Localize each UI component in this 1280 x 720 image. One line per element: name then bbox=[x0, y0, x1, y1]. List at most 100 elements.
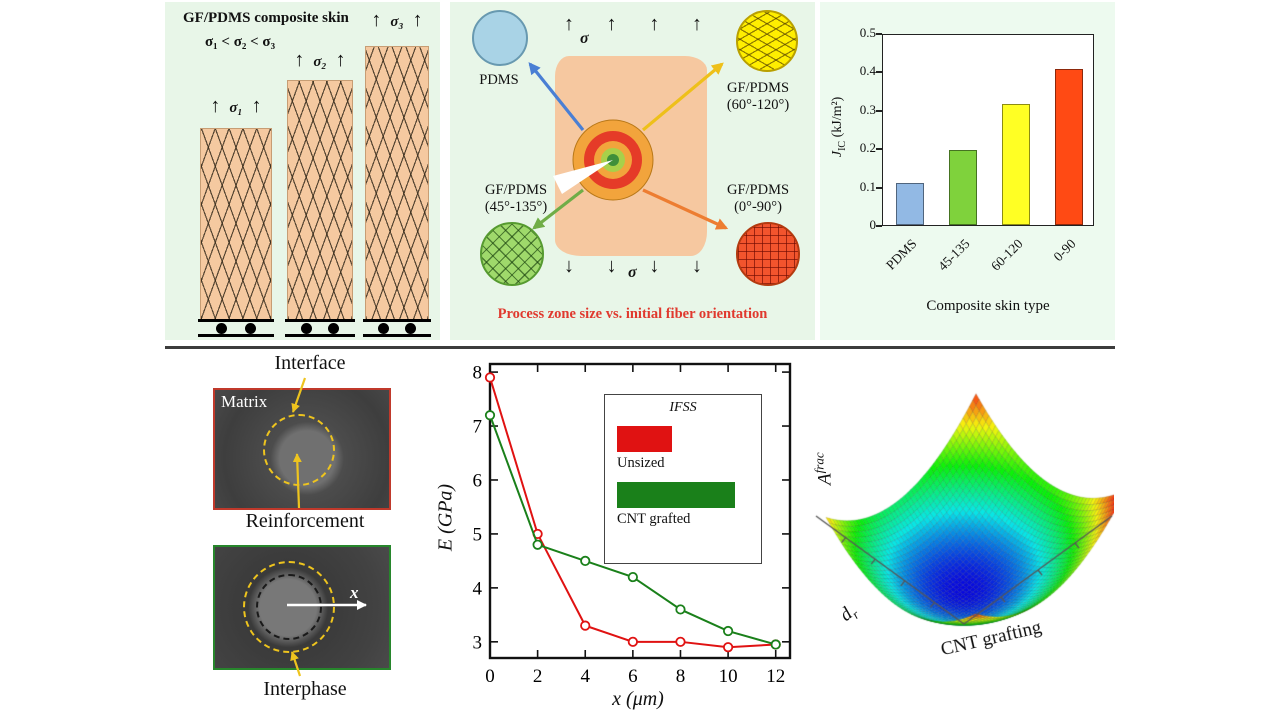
ifss-swatch-1 bbox=[617, 482, 735, 508]
up-arrow-icon: ↑ bbox=[649, 13, 660, 35]
jic-ytick-label: 0.2 bbox=[859, 140, 876, 156]
ytick-label: 5 bbox=[473, 524, 483, 545]
marker-Unsized bbox=[722, 642, 734, 653]
reinforcement-label: Reinforcement bbox=[245, 510, 365, 532]
jic-ytick-label: 0.1 bbox=[859, 178, 876, 194]
up-arrow-icon: ↑ bbox=[412, 9, 423, 31]
micrograph-panel: Interface Matrix Reinforcement Interphas… bbox=[200, 352, 425, 720]
jic-xtick-label: 45-135 bbox=[934, 236, 973, 274]
jic-xtick-label: 0-90 bbox=[1049, 236, 1079, 265]
afrac-sup: frac bbox=[811, 452, 827, 474]
modulus-chart-panel: E (GPa) 3 4 5 6 7 8 0 2 4 6 8 10 12 IFSS Unsized CNT g… bbox=[428, 358, 806, 720]
marker-CNT grafted bbox=[627, 571, 638, 583]
down-arrow-icon: ↓ bbox=[649, 255, 660, 277]
e-x-axis-label: x (μm) bbox=[612, 688, 664, 710]
sigma3-label: σ₃ bbox=[390, 13, 404, 30]
specimen-block bbox=[555, 56, 707, 256]
marker-CNT grafted bbox=[675, 604, 686, 615]
ytick-label: 7 bbox=[473, 417, 483, 438]
bottom-stress-arrows: ↓ ↓ ↓ ↓ bbox=[564, 256, 702, 276]
afrac-axis-label: Afrac bbox=[811, 389, 836, 549]
ifss-entry-label-1: CNT grafted bbox=[617, 511, 691, 527]
interphase-inner-ring bbox=[256, 574, 322, 640]
gf60-name: GF/PDMS bbox=[726, 80, 790, 96]
jic-bar-45-135 bbox=[948, 150, 977, 225]
xtick-label: 10 bbox=[719, 666, 738, 687]
gf45-name: GF/PDMS bbox=[484, 182, 548, 198]
up-arrow-icon: ↑ bbox=[564, 13, 574, 35]
top-stress-arrows: ↑ ↑ ↑ ↑ bbox=[564, 14, 702, 34]
section-divider bbox=[165, 346, 1115, 349]
specimen-2 bbox=[287, 80, 353, 320]
ifss-legend: IFSS Unsized CNT grafted bbox=[604, 394, 762, 564]
xtick-label: 6 bbox=[628, 666, 638, 687]
ytick-label: 4 bbox=[473, 578, 483, 599]
jic-ytick-mark bbox=[876, 186, 882, 189]
ifss-swatch-0 bbox=[617, 426, 672, 452]
interphase-label: Interphase bbox=[263, 678, 347, 700]
marker-CNT grafted bbox=[532, 539, 543, 550]
material-circle-0-90 bbox=[736, 222, 800, 286]
stress-row-3: ↑ σ₃ ↑ bbox=[363, 10, 431, 30]
up-arrow-icon: ↑ bbox=[210, 95, 221, 117]
marker-CNT grafted bbox=[770, 639, 781, 650]
gf45-range: (45°-135°) bbox=[484, 198, 548, 215]
marker-CNT grafted bbox=[484, 410, 496, 421]
panel-caption: Process zone size vs. initial fiber orie… bbox=[497, 306, 768, 322]
process-zone-panel: ↑ ↑ ↑ ↑ σ bbox=[450, 2, 815, 340]
roller-support-1 bbox=[198, 319, 274, 337]
roller-support-2 bbox=[285, 319, 355, 337]
interphase-outer-ring bbox=[243, 561, 335, 653]
up-arrow-icon: ↑ bbox=[251, 95, 262, 117]
xtick-label: 12 bbox=[766, 666, 785, 687]
surface-canvas bbox=[814, 364, 1114, 664]
roller-support-3 bbox=[363, 319, 431, 337]
matrix-label: Matrix bbox=[221, 392, 268, 411]
jic-bar-0-90 bbox=[1054, 69, 1083, 225]
jic-ytick-mark bbox=[876, 148, 882, 151]
down-arrow-icon: ↓ bbox=[564, 255, 574, 277]
jic-bar-60-120 bbox=[1001, 104, 1030, 225]
jic-ytick-mark bbox=[876, 109, 882, 112]
jic-xtick-label: 60-120 bbox=[987, 236, 1026, 274]
specimen-3 bbox=[365, 46, 429, 320]
up-arrow-icon: ↑ bbox=[691, 13, 702, 35]
stress-inequality: σ₁ < σ₂ < σ₃ bbox=[205, 34, 276, 50]
jic-bar-PDMS bbox=[895, 182, 924, 225]
material-circle-60-120 bbox=[736, 10, 798, 72]
interface-circle bbox=[263, 414, 335, 486]
jic-ytick-mark bbox=[876, 71, 882, 74]
stress-row-2: ↑ σ₂ ↑ bbox=[287, 50, 353, 70]
ytick-label: 3 bbox=[473, 632, 483, 653]
jic-ytick-label: 0 bbox=[869, 217, 877, 232]
sem-image-interphase bbox=[213, 545, 391, 670]
xtick-label: 2 bbox=[533, 666, 543, 687]
sigma-top-label: σ bbox=[580, 30, 589, 47]
up-arrow-icon: ↑ bbox=[606, 13, 617, 35]
marker-Unsized bbox=[675, 636, 686, 647]
jic-unit: (kJ/m²) bbox=[830, 96, 846, 141]
gf0-label: GF/PDMS (0°-90°) bbox=[702, 182, 814, 215]
jic-ytick-label: 0.3 bbox=[859, 101, 876, 117]
jic-ytick-mark bbox=[876, 225, 882, 227]
up-arrow-icon: ↑ bbox=[335, 49, 346, 71]
down-arrow-icon: ↓ bbox=[606, 255, 617, 277]
gf60-range: (60°-120°) bbox=[726, 96, 790, 113]
jic-ytick-mark bbox=[876, 33, 882, 35]
down-arrow-icon: ↓ bbox=[691, 255, 702, 277]
xtick-label: 4 bbox=[580, 666, 590, 687]
ytick-label: 8 bbox=[473, 363, 483, 384]
ifss-legend-title: IFSS bbox=[669, 400, 697, 415]
marker-Unsized bbox=[580, 620, 591, 631]
surface-plot-panel: Afrac dr CNT grafting bbox=[806, 360, 1126, 715]
sigma-bottom-label: σ bbox=[628, 264, 637, 281]
sigma2-label: σ₂ bbox=[313, 53, 327, 70]
marker-CNT grafted bbox=[580, 555, 591, 566]
material-circle-pdms bbox=[472, 10, 528, 66]
jic-ytick-label: 0.5 bbox=[859, 25, 876, 40]
interface-label: Interface bbox=[274, 352, 346, 374]
fracture-toughness-panel: JIC (kJ/m²) Composite skin type 0 0.1 0.2 0… bbox=[820, 2, 1115, 340]
specimen-1 bbox=[200, 128, 272, 320]
jic-symbol: J bbox=[830, 150, 846, 158]
ytick-label: 6 bbox=[473, 470, 483, 491]
